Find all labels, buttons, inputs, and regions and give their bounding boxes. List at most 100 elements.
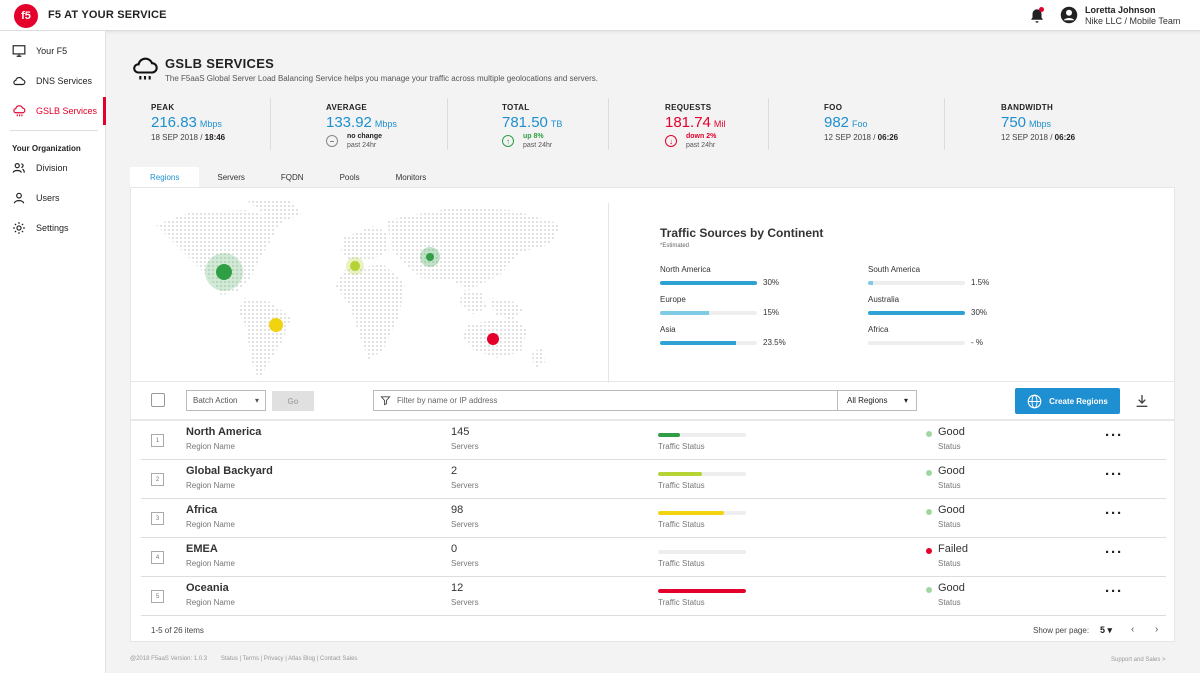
stat-number: 750 bbox=[1001, 114, 1027, 131]
status-dot bbox=[926, 587, 932, 593]
servers-label: Servers bbox=[451, 598, 479, 607]
tab-monitors[interactable]: Monitors bbox=[377, 167, 445, 187]
regions-card: Traffic Sources by Continent *Estimated … bbox=[130, 187, 1175, 642]
batch-action-select[interactable]: Batch Action ▾ bbox=[186, 390, 266, 411]
source-africa: Africa - % bbox=[868, 325, 1068, 347]
region-name-label: Region Name bbox=[186, 520, 235, 529]
stat-label: FOO bbox=[824, 103, 843, 112]
more-options-icon[interactable]: ··· bbox=[1105, 427, 1123, 444]
source-bar-fill bbox=[868, 280, 873, 285]
traffic-bar-track bbox=[658, 511, 746, 515]
row-checkbox[interactable]: 5 bbox=[151, 590, 164, 603]
tab-fqdn[interactable]: FQDN bbox=[262, 167, 322, 187]
filter-field[interactable] bbox=[373, 390, 838, 411]
stat-unit: TB bbox=[550, 119, 563, 129]
source-value: 30% bbox=[763, 278, 780, 287]
trend-change: down 2% bbox=[686, 133, 717, 140]
table-row[interactable]: 2 Global Backyard Region Name 2 Servers … bbox=[141, 460, 1166, 499]
create-regions-label: Create Regions bbox=[1049, 396, 1108, 406]
footer-link-terms[interactable]: Terms bbox=[242, 656, 259, 662]
source-north-america: North America 30% bbox=[660, 265, 860, 287]
go-button[interactable]: Go bbox=[272, 391, 314, 411]
stat-total: TOTAL 781.50 TB ↑ up 8% past 24hr bbox=[502, 103, 562, 159]
source-bar-row: 30% bbox=[868, 308, 1068, 317]
sidebar-item-label: Users bbox=[36, 193, 60, 203]
source-bar-row: 1.5% bbox=[868, 278, 1068, 287]
chevron-left-icon[interactable]: ‹ bbox=[1131, 624, 1135, 635]
region-select[interactable]: All Regions ▾ bbox=[837, 390, 917, 411]
f5-logo[interactable]: f5 bbox=[14, 4, 38, 28]
region-name[interactable]: Africa bbox=[186, 504, 218, 516]
sidebar-item-gslb-services[interactable]: GSLB Services bbox=[0, 97, 106, 125]
download-icon[interactable] bbox=[1134, 393, 1150, 409]
user-avatar-icon[interactable] bbox=[1060, 6, 1078, 24]
stat-requests: REQUESTS 181.74 Mil ↓ down 2% past 24hr bbox=[665, 103, 725, 159]
source-label: Asia bbox=[660, 325, 676, 334]
chevron-right-icon[interactable]: › bbox=[1155, 624, 1159, 635]
sidebar-item-your-f5[interactable]: Your F5 bbox=[0, 37, 106, 65]
footer-copyright: @2018 F5aaS Version: 1.0.3 bbox=[130, 656, 208, 662]
notification-dot bbox=[1039, 7, 1044, 12]
more-options-icon[interactable]: ··· bbox=[1105, 544, 1123, 561]
stat-number: 781.50 bbox=[502, 114, 548, 131]
source-south-america: South America 1.5% bbox=[868, 265, 1068, 287]
row-checkbox[interactable]: 2 bbox=[151, 473, 164, 486]
region-name[interactable]: Global Backyard bbox=[186, 465, 273, 477]
row-checkbox[interactable]: 1 bbox=[151, 434, 164, 447]
stat-unit: Mbps bbox=[374, 119, 397, 129]
more-options-icon[interactable]: ··· bbox=[1105, 583, 1123, 600]
footer-link-blog[interactable]: Atlas Blog bbox=[288, 656, 316, 662]
source-bar-track bbox=[660, 310, 757, 315]
stat-separator bbox=[270, 98, 271, 150]
sidebar-item-settings[interactable]: Settings bbox=[0, 214, 106, 242]
region-name[interactable]: North America bbox=[186, 426, 262, 438]
filter-input[interactable] bbox=[397, 396, 827, 405]
source-bar-track bbox=[868, 340, 965, 345]
footer-link-privacy[interactable]: Privacy bbox=[263, 656, 284, 662]
stat-value: 982 Foo bbox=[824, 114, 898, 131]
footer-support-link[interactable]: Support and Sales > bbox=[1111, 657, 1166, 663]
tab-pools[interactable]: Pools bbox=[321, 167, 378, 187]
traffic-bar-fill bbox=[658, 589, 746, 593]
region-name[interactable]: EMEA bbox=[186, 543, 218, 555]
sources-subtitle: *Estimated bbox=[660, 243, 690, 249]
more-options-icon[interactable]: ··· bbox=[1105, 466, 1123, 483]
table-row[interactable]: 3 Africa Region Name 98 Servers Traffic … bbox=[141, 499, 1166, 538]
cloud-icon bbox=[13, 77, 26, 86]
user-name[interactable]: Loretta Johnson bbox=[1085, 5, 1156, 15]
sidebar-item-users[interactable]: Users bbox=[0, 184, 106, 212]
bell-icon[interactable] bbox=[1028, 7, 1046, 25]
sidebar-item-division[interactable]: Division bbox=[0, 154, 106, 182]
source-value: 1.5% bbox=[971, 278, 990, 287]
table-row[interactable]: 5 Oceania Region Name 12 Servers Traffic… bbox=[141, 577, 1166, 616]
traffic-status-label: Traffic Status bbox=[658, 520, 705, 529]
traffic-bar-track bbox=[658, 433, 746, 437]
row-checkbox[interactable]: 3 bbox=[151, 512, 164, 525]
stat-peak: PEAK 216.83 Mbps 18 SEP 2018 / 18:46 bbox=[151, 103, 225, 159]
trend-change: no change bbox=[347, 133, 383, 140]
sidebar-item-dns-services[interactable]: DNS Services bbox=[0, 67, 106, 95]
caret-down-icon: ▾ bbox=[903, 396, 908, 405]
stat-date: 18 SEP 2018 / 18:46 bbox=[151, 133, 225, 142]
row-checkbox[interactable]: 4 bbox=[151, 551, 164, 564]
stat-time: 18:46 bbox=[204, 133, 226, 142]
per-page-select[interactable]: 5 ▾ bbox=[1100, 625, 1112, 636]
more-options-icon[interactable]: ··· bbox=[1105, 505, 1123, 522]
status-value: Good bbox=[938, 426, 965, 438]
table-row[interactable]: 4 EMEA Region Name 0 Servers Traffic Sta… bbox=[141, 538, 1166, 577]
source-label: Australia bbox=[868, 295, 900, 304]
stat-date-text: 12 SEP 2018 / bbox=[824, 133, 878, 142]
footer-link-contact[interactable]: Contact Sales bbox=[320, 656, 358, 662]
trend-period: past 24hr bbox=[523, 142, 553, 149]
tab-servers[interactable]: Servers bbox=[199, 167, 263, 187]
caret-down-icon: ▾ bbox=[1107, 625, 1113, 635]
tab-regions[interactable]: Regions bbox=[130, 167, 200, 187]
region-name[interactable]: Oceania bbox=[186, 582, 229, 594]
table-row[interactable]: 1 North America Region Name 145 Servers … bbox=[141, 421, 1166, 460]
status-value: Good bbox=[938, 582, 965, 594]
minus-circle-icon: − bbox=[326, 135, 338, 147]
traffic-bar-track bbox=[658, 589, 746, 593]
footer-link-status[interactable]: Status bbox=[220, 656, 238, 662]
create-regions-button[interactable]: Create Regions bbox=[1015, 388, 1120, 414]
select-all-checkbox[interactable] bbox=[151, 393, 165, 407]
